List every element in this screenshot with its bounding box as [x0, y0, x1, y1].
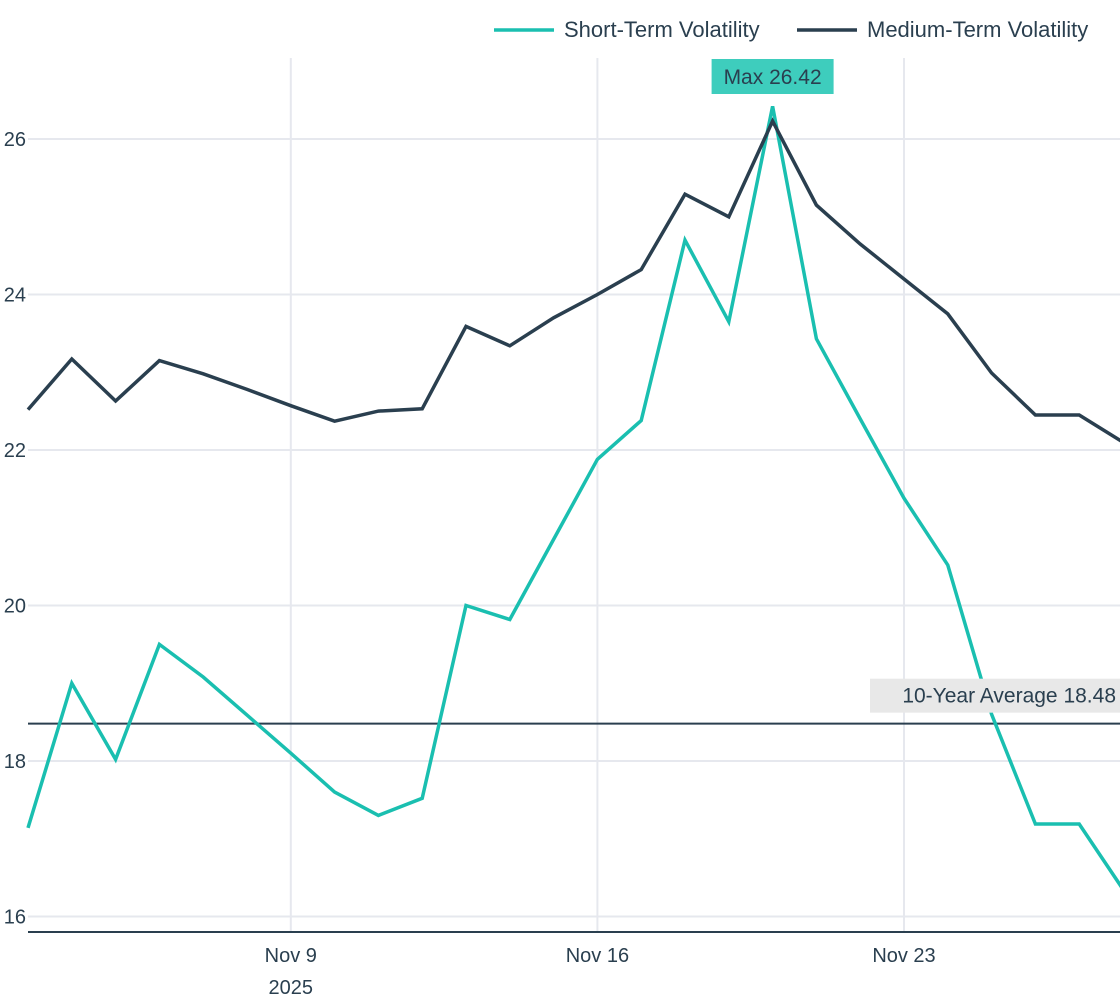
average-label-box: [870, 678, 1120, 713]
x-tick-label: Nov 9: [265, 945, 317, 967]
x-tick-sublabel: 2025: [269, 977, 314, 999]
x-tick-label: Nov 16: [566, 945, 629, 967]
x-tick-label: Nov 23: [872, 945, 935, 967]
series-line-medium-term: [26, 117, 1120, 443]
series-layer: [26, 105, 1120, 888]
y-tick-label: 16: [4, 907, 26, 929]
annotation-layer: 10-Year Average 18.48 Max 26.42: [711, 59, 1120, 713]
y-tick-label: 24: [4, 285, 26, 307]
y-tick-label: 26: [4, 129, 26, 151]
axis-layer: 16 18 20 22 24 26 Nov 9 2025 Nov 16 Nov 23: [4, 129, 1120, 999]
y-tick-label: 20: [4, 596, 26, 618]
legend-label: Short-Term Volatility: [564, 17, 760, 42]
max-annotation-box: [711, 59, 834, 94]
series-line-short-term: [26, 105, 1120, 888]
max-annotation-label: Max 26.42: [724, 66, 822, 89]
legend-label: Medium-Term Volatility: [867, 17, 1088, 42]
legend: Short-Term Volatility Medium-Term Volatil…: [494, 17, 1088, 42]
y-tick-label: 18: [4, 751, 26, 773]
y-tick-label: 22: [4, 440, 26, 462]
average-label: 10-Year Average 18.48: [902, 685, 1116, 708]
grid-layer: [28, 58, 1120, 932]
